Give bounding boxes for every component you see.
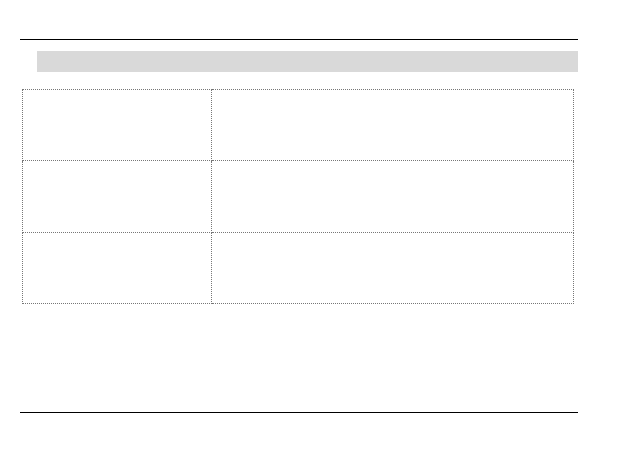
table-cell (22, 231, 212, 305)
heading-shade-bar (37, 51, 578, 72)
table-cell (211, 160, 574, 233)
table-cell (22, 88, 212, 162)
table-row (22, 160, 574, 233)
table-cell (22, 160, 212, 233)
table-row (22, 88, 574, 162)
bottom-rule (20, 412, 578, 413)
table-row (22, 231, 574, 305)
table-cell (211, 231, 574, 305)
content-table (22, 88, 574, 305)
top-rule (20, 39, 578, 40)
table-cell (211, 88, 574, 162)
